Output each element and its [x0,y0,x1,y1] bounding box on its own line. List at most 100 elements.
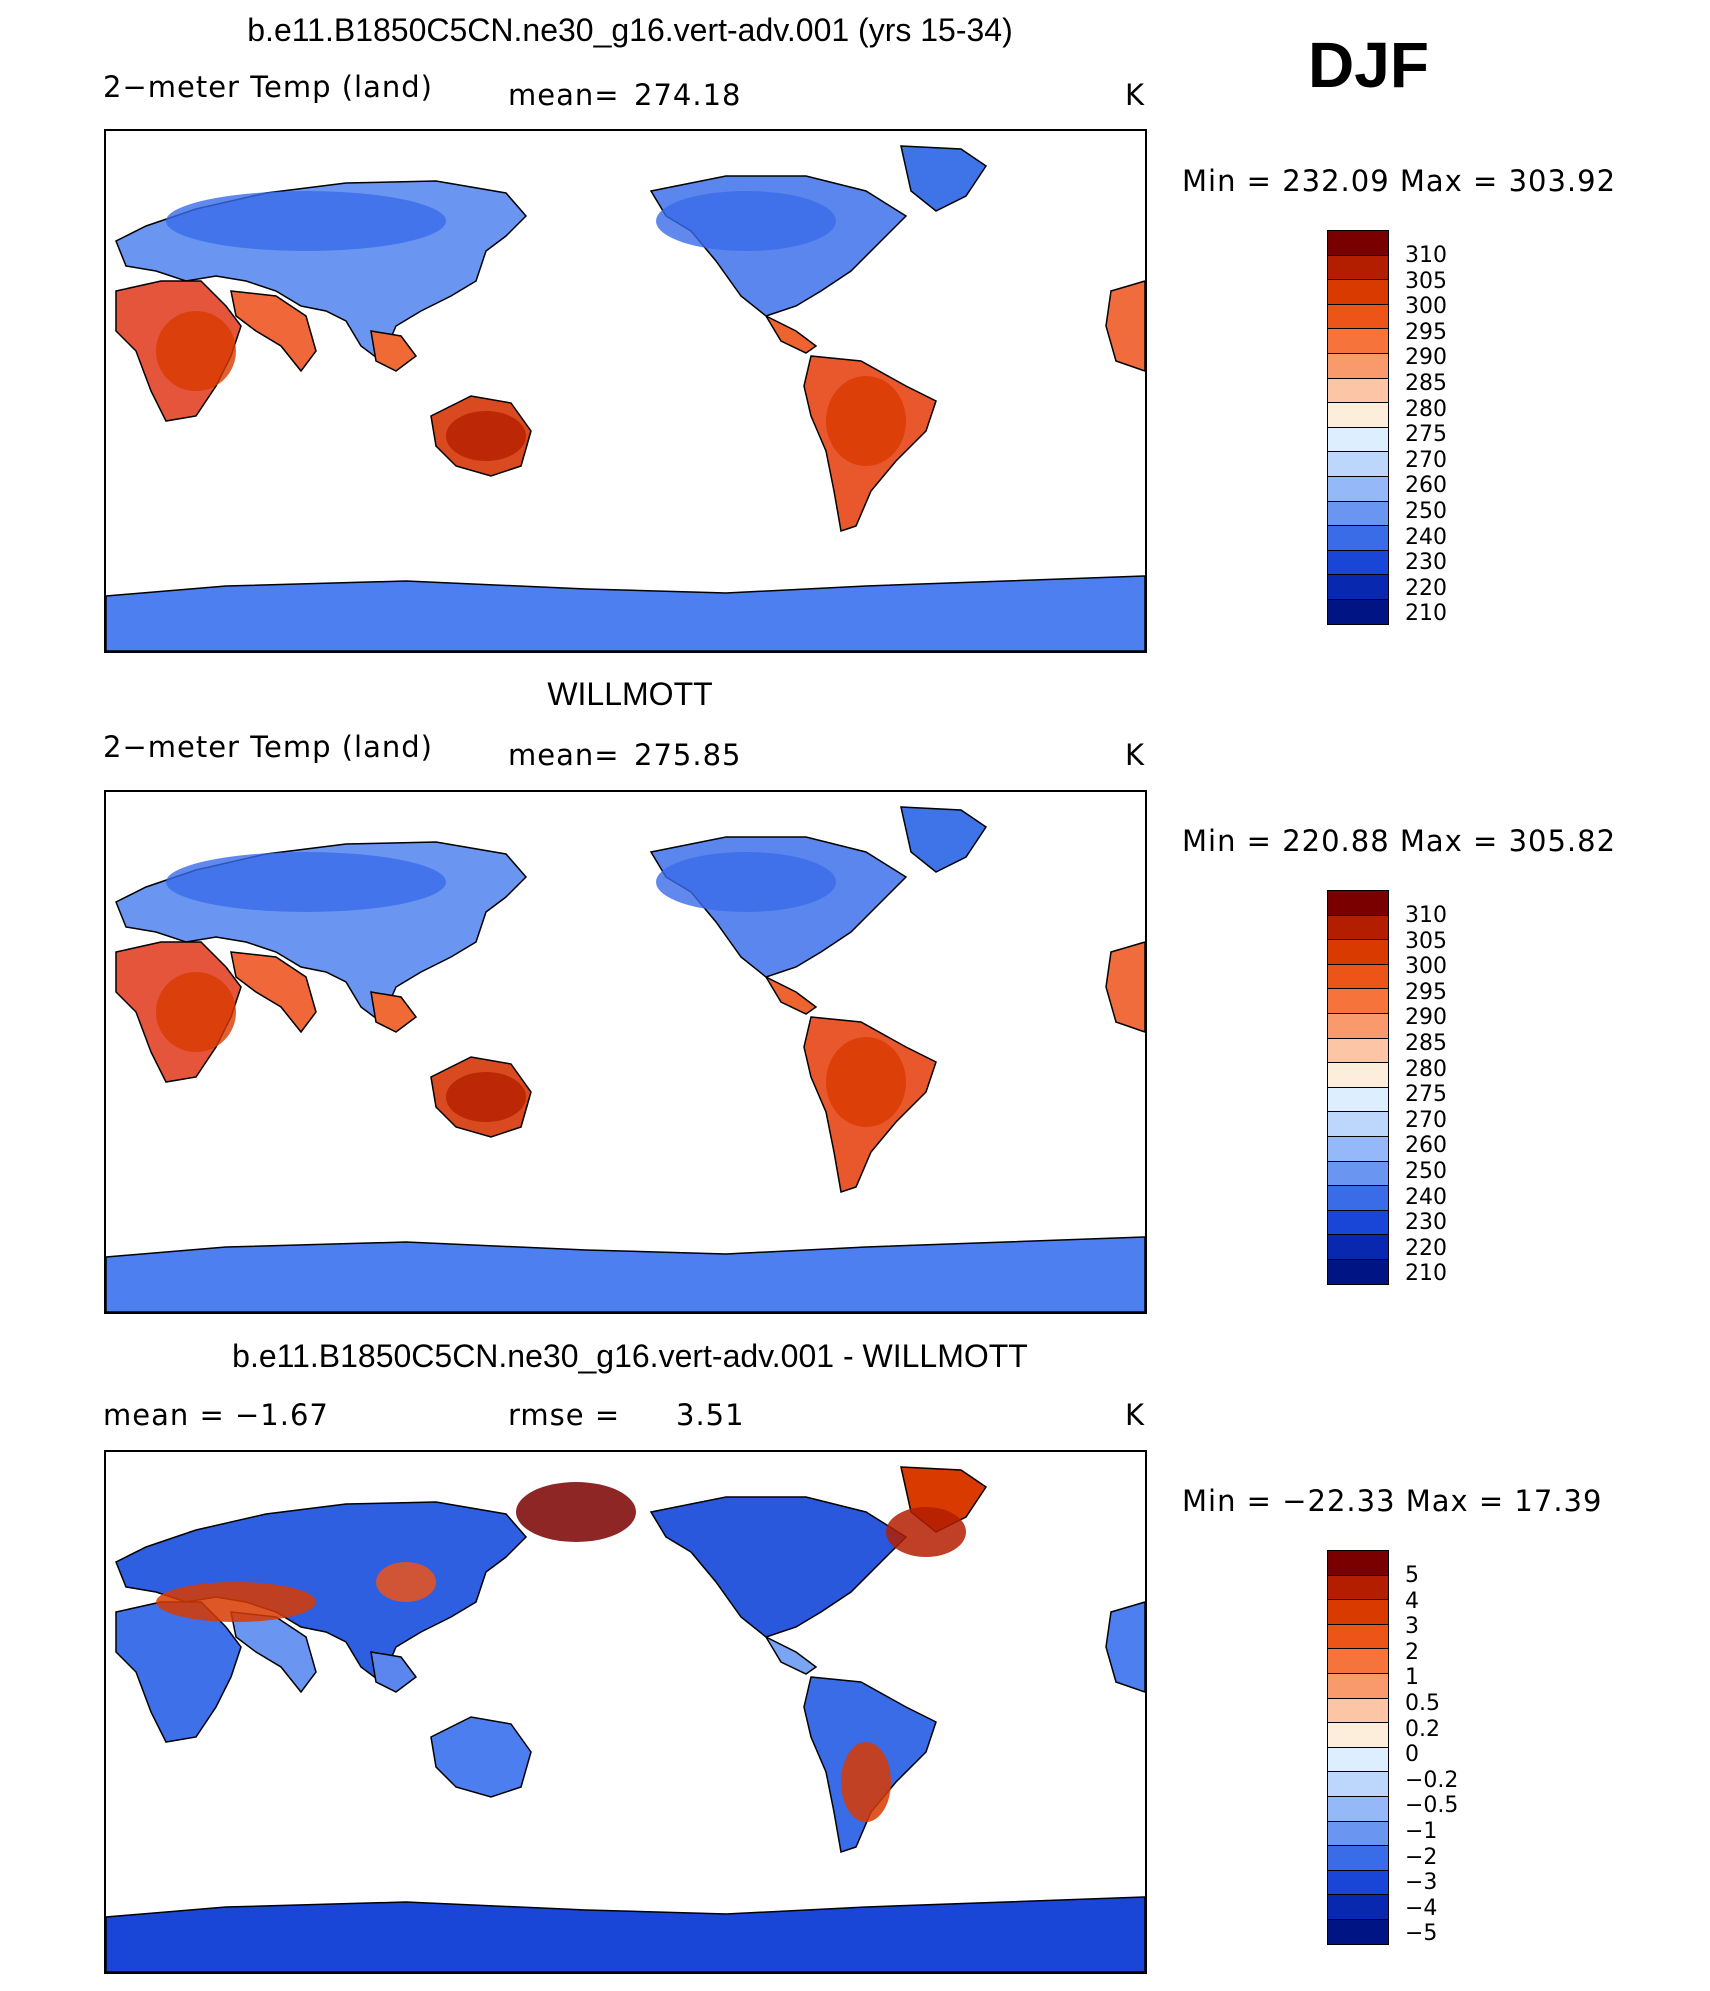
colorbar-tick-label: 280 [1405,396,1447,422]
landmass [115,1601,242,1743]
colorbar-tick-label: 0.5 [1405,1691,1440,1716]
panel-1-map [104,129,1147,653]
colorbar-swatch [1327,1869,1389,1896]
panel-2-title: WILLMOTT [547,676,713,712]
colorbar-swatch [1327,963,1389,990]
temperature-patch [156,311,236,391]
landmass [1105,941,1145,1033]
colorbar-tick-label: 2 [1405,1639,1419,1665]
colorbar-swatch [1327,1111,1389,1137]
colorbar-swatch [1327,1795,1389,1822]
temperature-patch [446,411,526,461]
colorbar-tick-label: 270 [1405,447,1447,473]
colorbar-tick-label: 280 [1405,1056,1447,1082]
temperature-patch [166,852,446,912]
colorbar-swatch [1327,1697,1389,1724]
colorbar-swatch [1327,451,1389,477]
colorbar-tick-label: 300 [1405,954,1447,980]
colorbar-tick-label: 250 [1405,1159,1447,1184]
colorbar-tick-label: 290 [1405,1005,1447,1031]
temperature-patch [826,376,906,466]
landmass [764,1635,818,1675]
colorbar-swatch [1327,988,1389,1014]
colorbar-swatch [1327,500,1389,527]
colorbar-tick-label: 240 [1405,524,1447,550]
colorbar-tick-label: 210 [1405,1261,1447,1287]
panel-1-minmax: Min = 232.09 Max = 303.92 [1182,164,1617,198]
panel-3-stat-value: 3.51 [676,1398,745,1432]
world-map-svg [106,145,1145,651]
colorbar-swatch [1327,1012,1389,1039]
colorbar-tick-label: −1 [1405,1819,1438,1844]
colorbar-tick-label: 230 [1405,1210,1447,1236]
colorbar-swatch [1327,1160,1389,1187]
panel-3-units: K [1125,1398,1146,1432]
colorbar-tick-label: 300 [1405,294,1447,320]
landmass [1105,280,1145,372]
temperature-patch [156,972,236,1052]
colorbar-swatch [1327,1894,1389,1920]
colorbar-tick-label: 210 [1405,601,1447,627]
colorbar-swatch [1327,574,1389,600]
colorbar-tick-label: 285 [1405,371,1447,396]
colorbar-swatch [1327,890,1389,916]
colorbar-tick-label: 0.2 [1405,1716,1440,1742]
colorbar-tick-label: 295 [1405,979,1447,1005]
landmass [370,1651,418,1693]
colorbar-tick-label: −5 [1405,1921,1438,1947]
colorbar-tick-label: 275 [1405,422,1447,448]
colorbar-tick-label: 0 [1405,1742,1419,1768]
panel-1-stat-label: mean= [508,78,620,112]
colorbar-tick-label: 5 [1405,1563,1419,1588]
colorbar-swatch [1327,1771,1389,1797]
landmass [764,975,818,1015]
colorbar-swatch [1327,1672,1389,1699]
panel-3-title: b.e11.B1850C5CN.ne30_g16.vert-adv.001 - … [232,1338,1028,1374]
colorbar-tick-label: 285 [1405,1031,1447,1056]
panel-3-minmax: Min = −22.33 Max = 17.39 [1182,1484,1603,1518]
panel-1-colorbar: 310 305 300 295 290 285 280 275 270 260 250 240 230 2… [1327,230,1447,626]
landmass [764,314,818,354]
panel-2-map [104,790,1147,1314]
colorbar-swatch [1327,914,1389,941]
panel-3-stat-label: rmse = [508,1398,621,1432]
colorbar-swatch [1327,254,1389,281]
anomaly-patch [516,1482,636,1542]
colorbar-swatch [1327,328,1389,354]
colorbar-tick-label: 250 [1405,499,1447,524]
colorbar-tick-label: 270 [1405,1107,1447,1133]
colorbar-tick-label: 1 [1405,1665,1419,1691]
landmass [900,806,988,873]
colorbar-swatch [1327,1648,1389,1674]
panel-2-minmax: Min = 220.88 Max = 305.82 [1182,824,1617,858]
colorbar-swatch [1327,1135,1389,1162]
panel-3-mean-label: mean = −1.67 [103,1398,329,1432]
colorbar-swatch [1327,1746,1389,1773]
colorbar-swatch [1327,475,1389,502]
landmass [106,575,1145,651]
colorbar-tick-label: 220 [1405,575,1447,601]
season-label: DJF [1308,29,1429,101]
panel-1-units: K [1125,78,1146,112]
landmass [370,991,418,1033]
colorbar-tick-label: −2 [1405,1844,1438,1870]
colorbar-tick-label: −3 [1405,1870,1438,1896]
landmass [1105,1601,1145,1693]
panel-1-title: b.e11.B1850C5CN.ne30_g16.vert-adv.001 (y… [247,12,1013,48]
colorbar-swatch [1327,1185,1389,1211]
colorbar-swatch [1327,1845,1389,1871]
colorbar-tick-label: 290 [1405,345,1447,371]
colorbar-swatch [1327,230,1389,256]
colorbar-swatch [1327,598,1389,625]
panel-2-stat-label: mean= [508,738,620,772]
colorbar-tick-label: 260 [1405,473,1447,499]
panel-3-map [104,1450,1147,1974]
landmass [106,1896,1145,1972]
colorbar-tick-label: 260 [1405,1133,1447,1159]
colorbar-tick-label: 3 [1405,1614,1419,1640]
colorbar-swatch [1327,402,1389,428]
world-map-svg [106,806,1145,1312]
colorbar-tick-label: 310 [1405,903,1447,928]
colorbar-swatch [1327,1037,1389,1064]
anomaly-patch [886,1507,966,1557]
